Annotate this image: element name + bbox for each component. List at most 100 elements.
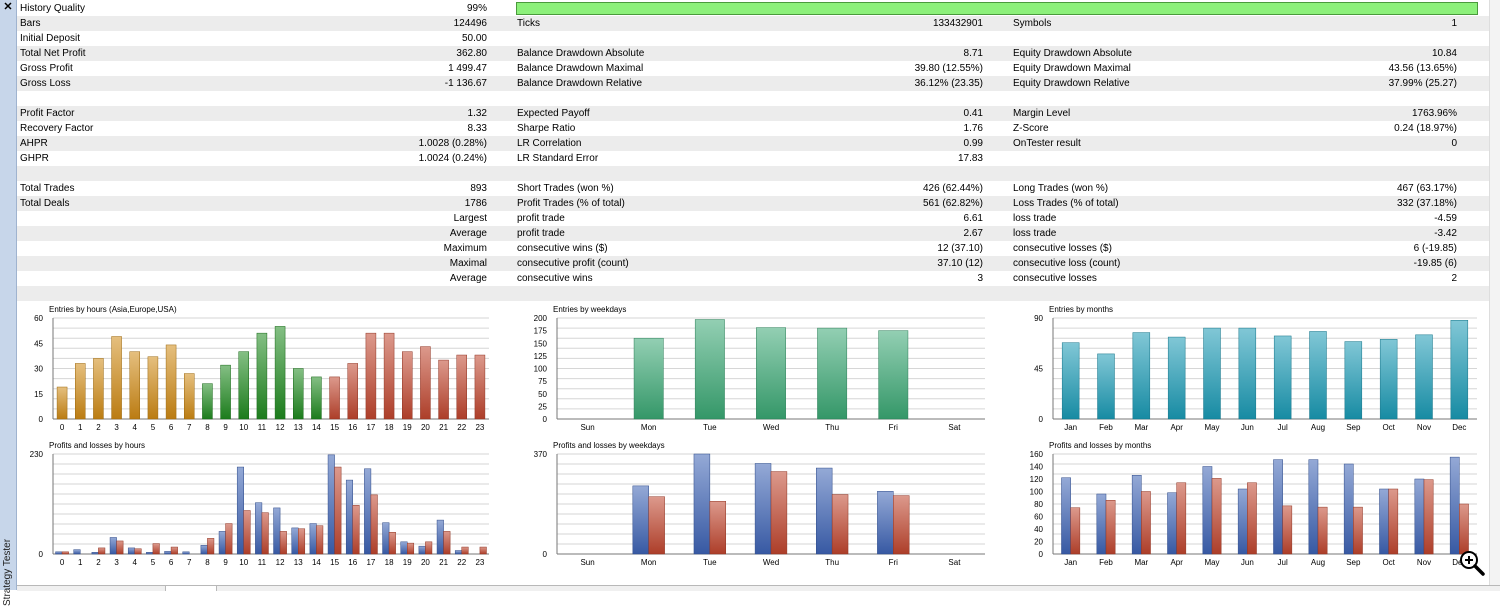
- y-tick-label: 45: [1034, 365, 1043, 374]
- x-tick-label: 11: [258, 558, 267, 567]
- loss-bar: [1176, 482, 1187, 555]
- profit-bar: [454, 550, 462, 555]
- charts-svg: Entries by hours (Asia,Europe,USA)015304…: [30, 305, 1477, 567]
- stat-label: Total Trades: [20, 183, 75, 194]
- strategy-tester-sidebar: ✕ Strategy Tester: [0, 0, 17, 606]
- y-tick-label: 125: [534, 352, 548, 361]
- profit-bar: [754, 463, 772, 555]
- y-tick-label: 75: [538, 377, 547, 386]
- spacer-row: [17, 286, 1500, 301]
- x-tick-label: 13: [294, 558, 303, 567]
- x-tick-label: 23: [475, 423, 484, 432]
- entry-bar: [1203, 327, 1221, 420]
- x-tick-label: 12: [276, 558, 285, 567]
- stat-label: Balance Drawdown Absolute: [517, 48, 645, 59]
- x-tick-label: 0: [60, 558, 65, 567]
- x-tick-label: Jul: [1278, 558, 1288, 567]
- loss-bar: [1388, 488, 1399, 555]
- x-tick-label: 22: [457, 558, 466, 567]
- stat-label: Balance Drawdown Maximal: [517, 63, 644, 74]
- y-tick-label: 230: [30, 450, 44, 459]
- entry-bar: [1061, 342, 1080, 420]
- profit-bar: [693, 453, 711, 555]
- x-tick-label: Apr: [1170, 558, 1183, 567]
- x-tick-label: Jul: [1278, 423, 1288, 432]
- loss-bar: [1141, 491, 1151, 555]
- x-tick-label: Aug: [1311, 558, 1325, 567]
- stat-label: [489, 31, 669, 46]
- stat-value: 8.71: [963, 48, 983, 59]
- chart-title: Entries by hours (Asia,Europe,USA): [49, 305, 177, 314]
- stat-value: 0.41: [963, 108, 983, 119]
- loss-bar: [98, 547, 106, 555]
- stats-row: Total Deals 1786 Profit Trades (% of total…: [17, 196, 1500, 211]
- stats-row: Profit Factor 1.32 Expected Payoff 0.41 Marg…: [17, 106, 1500, 121]
- x-tick-label: 16: [348, 423, 357, 432]
- stat-value: 124496: [453, 18, 487, 29]
- sidebar-title: Strategy Tester: [2, 538, 13, 606]
- stat-label: [985, 91, 1165, 106]
- x-tick-label: Mar: [1134, 558, 1148, 567]
- entry-bar: [165, 344, 177, 420]
- stat-label: Long Trades (won %): [1013, 183, 1109, 194]
- stat-label: GHPR: [20, 153, 49, 164]
- stat-value: 1.76: [963, 123, 983, 134]
- stat-label: Total Deals: [20, 198, 70, 209]
- loss-bar: [61, 551, 69, 555]
- stat-label: Equity Drawdown Maximal: [1013, 63, 1131, 74]
- stats-row: Maximal consecutive profit (count) 37.10 (…: [17, 256, 1500, 271]
- entry-bar: [256, 332, 268, 420]
- y-tick-label: 200: [534, 314, 548, 323]
- profit-bar: [364, 468, 372, 555]
- stat-label: Bars: [20, 18, 41, 29]
- profit-bar: [1273, 459, 1283, 555]
- close-icon[interactable]: ✕: [3, 1, 13, 13]
- entry-bar: [817, 327, 848, 420]
- y-tick-label: 30: [34, 365, 43, 374]
- loss-bar: [370, 494, 378, 555]
- stats-row: Gross Profit 1 499.47 Balance Drawdown Max…: [17, 61, 1500, 76]
- magnifier-zoom-icon[interactable]: [1458, 549, 1486, 577]
- stats-row: Total Trades 893 Short Trades (won %) 426 (…: [17, 181, 1500, 196]
- x-tick-label: 4: [133, 558, 138, 567]
- stat-group-label: Average: [449, 228, 487, 239]
- stat-label: consecutive losses ($): [1013, 243, 1112, 254]
- stat-label: Loss Trades (% of total): [1013, 198, 1119, 209]
- results-table: History Quality 99% Bars 124496 Ticks 13343…: [17, 1, 1500, 301]
- bottom-tab[interactable]: [165, 585, 217, 591]
- stat-value: 467 (63.17%): [1396, 183, 1457, 194]
- profit-bar: [1449, 456, 1460, 555]
- loss-bar: [443, 531, 451, 555]
- loss-bar: [170, 546, 178, 555]
- stat-value: [669, 91, 985, 106]
- x-tick-label: May: [1204, 423, 1219, 432]
- stat-label: consecutive losses: [1013, 273, 1097, 284]
- stat-group-label: Largest: [453, 213, 487, 224]
- loss-bar: [134, 548, 142, 555]
- x-tick-label: 20: [421, 558, 430, 567]
- stat-label: consecutive profit (count): [517, 258, 629, 269]
- profit-bar: [273, 507, 281, 555]
- stat-value: 426 (62.44%): [922, 183, 983, 194]
- stats-row: Initial Deposit 50.00: [17, 31, 1500, 46]
- x-tick-label: 21: [439, 558, 448, 567]
- x-tick-label: 6: [169, 423, 174, 432]
- loss-bar: [709, 501, 727, 555]
- x-tick-label: Jan: [1064, 423, 1077, 432]
- stats-row: Maximum consecutive wins ($) 12 (37.10) con…: [17, 241, 1500, 256]
- profit-bar: [1167, 492, 1177, 555]
- stat-label: loss trade: [1013, 213, 1057, 224]
- loss-bar: [770, 471, 788, 555]
- stat-value: 133432901: [932, 18, 983, 29]
- y-tick-label: 140: [1030, 463, 1044, 472]
- entry-bar: [694, 319, 725, 420]
- vertical-scrollbar[interactable]: [1489, 0, 1500, 585]
- profit-bar: [1131, 475, 1142, 555]
- history-quality-bar: [516, 2, 1479, 15]
- loss-bar: [261, 512, 269, 555]
- entry-bar: [438, 359, 449, 420]
- y-tick-label: 0: [1039, 415, 1044, 424]
- entry-bar: [184, 373, 195, 420]
- x-tick-label: Mon: [641, 558, 657, 567]
- stat-value: 561 (62.82%): [922, 198, 983, 209]
